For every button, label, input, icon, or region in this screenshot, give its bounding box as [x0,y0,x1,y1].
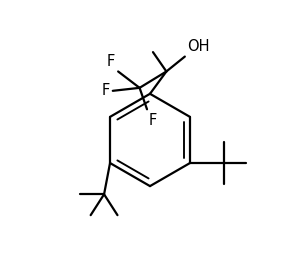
Text: F: F [148,113,157,128]
Text: OH: OH [187,39,210,54]
Text: F: F [101,83,110,98]
Text: F: F [107,54,115,69]
